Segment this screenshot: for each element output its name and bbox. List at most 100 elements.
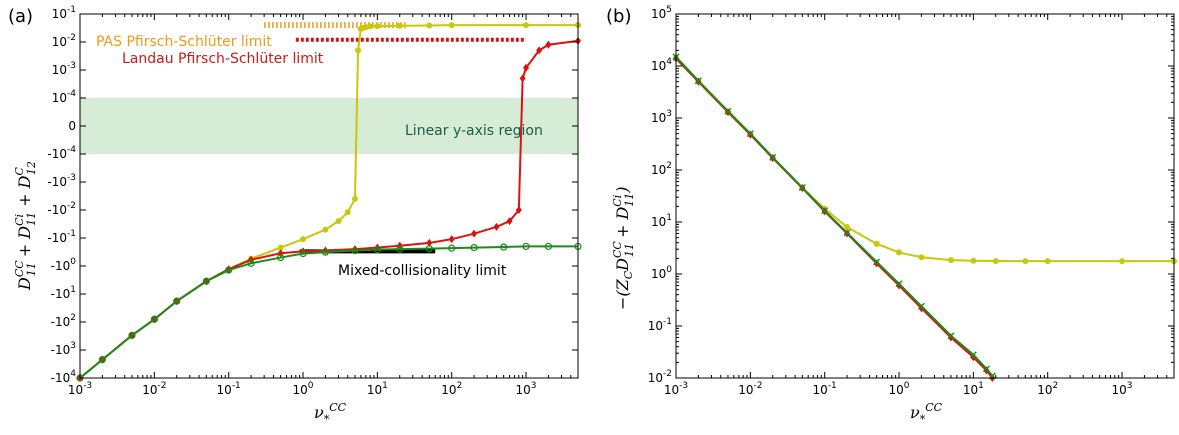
y-tick-label: 10-1: [648, 317, 672, 333]
data-point: [843, 229, 851, 237]
linear-region-band: [80, 98, 578, 154]
panel-a-x-axis-label: ν*CC: [314, 401, 347, 426]
pas-limit-label: PAS Pfirsch-Schlüter limit: [96, 34, 272, 50]
data-point: [544, 242, 553, 251]
series-red: [77, 36, 581, 382]
landau-limit-label: Landau Pfirsch-Schlüter limit: [122, 51, 324, 67]
data-point: [425, 245, 433, 253]
data-point: [247, 259, 255, 267]
data-point: [299, 249, 307, 258]
panel-a-frame: [79, 13, 579, 379]
data-point: [335, 218, 342, 225]
data-point: [300, 236, 307, 243]
panel-a-label: (a): [8, 6, 33, 27]
y-tick-label: 105: [651, 5, 672, 21]
data-point: [1119, 258, 1126, 265]
data-point: [844, 224, 851, 231]
data-point: [321, 248, 329, 256]
x-tick-label: 10-3: [664, 381, 688, 397]
data-point: [448, 22, 455, 29]
data-point: [1044, 258, 1051, 265]
mixed-limit-label: Mixed-collisionality limit: [338, 263, 507, 279]
series-green: [672, 53, 996, 380]
data-point: [396, 22, 403, 29]
panel-b: 10-3 10-2 10-1 100 101 102 103 10-210-11001011…: [606, 5, 1177, 426]
x-tick-label: 102: [1037, 381, 1058, 397]
data-point: [769, 153, 777, 161]
data-point: [873, 240, 880, 247]
data-point: [970, 257, 977, 264]
data-point: [150, 315, 158, 323]
series-yellow-line: [79, 24, 578, 379]
y-tick-label: -10-4: [47, 145, 76, 161]
series-red-line: [79, 39, 579, 379]
data-point: [515, 206, 522, 214]
data-point: [947, 257, 954, 264]
data-point: [918, 254, 925, 261]
x-tick-label: 101: [367, 381, 388, 397]
y-tick-label: -101: [51, 285, 76, 301]
data-point: [798, 184, 806, 192]
y-tick-label: 10-4: [52, 89, 77, 105]
data-point: [523, 22, 530, 29]
data-point: [277, 244, 284, 251]
data-point: [355, 47, 362, 54]
y-tick-label: 10-1: [52, 5, 76, 21]
data-point: [947, 332, 955, 340]
data-point: [896, 249, 903, 256]
data-point: [969, 351, 977, 359]
data-point: [173, 297, 181, 305]
panel-b-frame: [675, 13, 1175, 379]
data-point: [322, 226, 329, 233]
data-point: [545, 40, 552, 49]
y-tick-label: 10-3: [52, 61, 76, 77]
y-tick-label: -104: [51, 369, 77, 385]
y-tick-label: 100: [651, 265, 672, 281]
panel-b-x-axis-label: ν*CC: [910, 401, 943, 426]
y-tick-label: 10-2: [648, 369, 672, 385]
data-point: [373, 246, 381, 254]
x-tick-label: 100: [293, 381, 314, 397]
data-point: [344, 209, 351, 216]
series-yellow: [673, 55, 1177, 265]
data-point: [694, 77, 702, 85]
y-tick-label: -102: [51, 313, 76, 329]
data-point: [493, 222, 500, 231]
data-point: [277, 253, 285, 262]
x-tick-label: 10-2: [738, 381, 762, 397]
x-tick-label: 10-1: [813, 381, 837, 397]
panel-b-label: (b): [606, 6, 631, 27]
panel-a-y-axis-label: DCC11 + DCi11 + DC12: [13, 161, 39, 291]
y-tick-label: -10-3: [47, 173, 76, 189]
data-point: [746, 130, 754, 138]
data-point: [918, 304, 925, 313]
data-point: [895, 280, 903, 288]
y-tick-label: 102: [651, 161, 672, 177]
y-tick-label: 104: [651, 57, 672, 73]
data-point: [98, 355, 106, 364]
data-point: [351, 195, 358, 202]
data-point: [519, 74, 526, 83]
data-point: [471, 229, 478, 238]
data-point: [821, 207, 829, 215]
data-point: [426, 22, 433, 29]
data-point: [982, 365, 990, 373]
data-point: [202, 277, 210, 285]
y-tick-label: -100: [51, 257, 77, 273]
x-tick-label: 10-3: [68, 381, 92, 397]
data-point: [396, 245, 404, 253]
data-point: [522, 242, 530, 251]
x-tick-label: 101: [963, 381, 984, 397]
data-point: [992, 257, 999, 264]
series-green-line: [79, 245, 578, 379]
x-tick-label: 103: [1112, 381, 1133, 397]
data-point: [277, 249, 284, 258]
y-tick-label: -10-1: [47, 229, 76, 245]
data-point: [536, 46, 543, 55]
data-point: [1022, 258, 1029, 265]
x-tick-label: 100: [889, 381, 910, 397]
y-tick-label: -10-2: [47, 201, 76, 217]
data-point: [500, 243, 508, 251]
y-tick-label: 10-2: [52, 33, 76, 49]
